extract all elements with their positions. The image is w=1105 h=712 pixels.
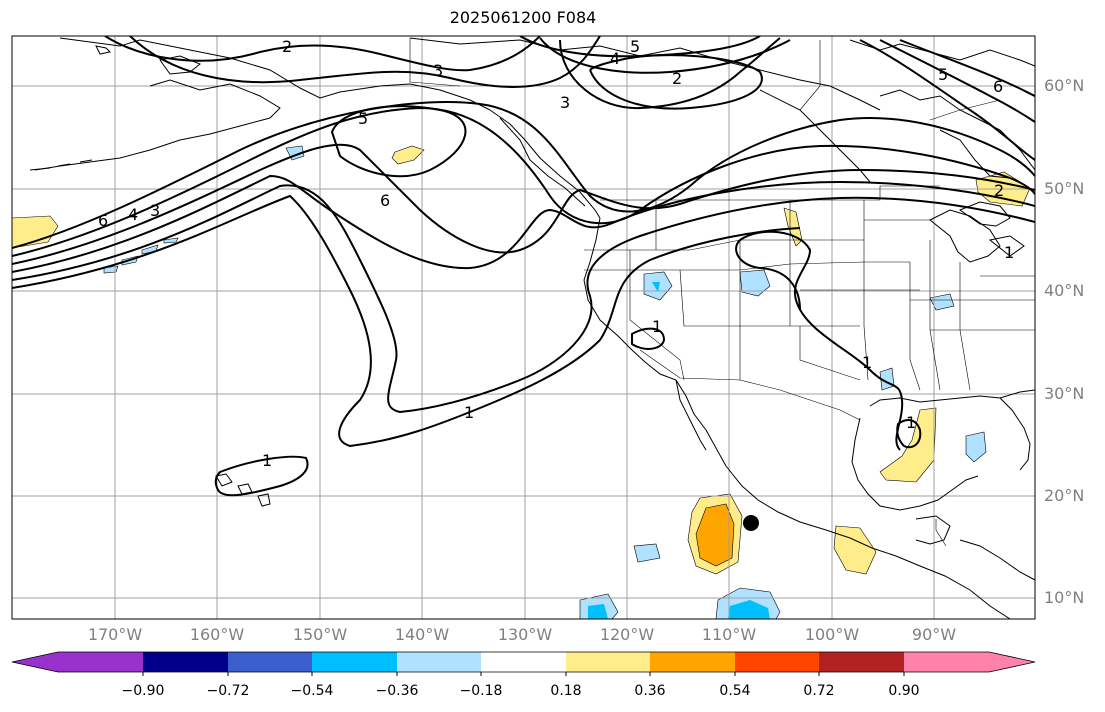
colorbar-segment [12, 652, 143, 672]
contour-label: 3 [560, 93, 570, 112]
contour-label: 2 [282, 37, 292, 56]
colorbar-outline [11, 651, 1036, 673]
colorbar-tick-label: 0.54 [719, 683, 751, 699]
longitude-label: 90°W [911, 625, 957, 644]
latitude-label: 50°N [1044, 179, 1085, 198]
longitude-label: 100°W [804, 625, 860, 644]
contour-label: 5 [938, 65, 948, 84]
colorbar-segment [312, 652, 397, 672]
storm-position-dot [743, 515, 759, 531]
longitude-label: 150°W [292, 625, 348, 644]
colorbar [11, 651, 1036, 676]
contour-label: 1 [862, 353, 872, 372]
colorbar-segment [904, 652, 1035, 672]
colorbar-segment [143, 652, 228, 672]
shading-lightblue-13 [163, 237, 179, 244]
contour-label-group: 2 3 5 4 5 2 3 5 6 6 4 3 6 1 1 1 1 1 2 1 [98, 37, 1014, 470]
contour-label: 5 [358, 109, 368, 128]
shading-blue-1 [652, 282, 660, 292]
shading-blue-8 [728, 600, 770, 619]
contour-label: 1 [906, 413, 916, 432]
colorbar-segment [566, 652, 650, 672]
colorbar-tick-label: −0.90 [121, 683, 165, 699]
longitude-label: 140°W [394, 625, 450, 644]
coastlines [29, 37, 1035, 619]
colorbar-tick-label: 0.90 [888, 683, 920, 699]
shading-yellow-mexico-pac [833, 525, 877, 575]
shading-yellow-gulf [879, 407, 937, 483]
colorbar-segment [650, 652, 735, 672]
contour-label: 2 [994, 181, 1004, 200]
contour-label: 2 [672, 69, 682, 88]
contour-label: 3 [433, 61, 443, 80]
map-frame [11, 35, 1036, 620]
contour-label: 3 [150, 201, 160, 220]
map-title: 2025061200 F084 [449, 8, 597, 27]
shading-lightblue-6 [633, 543, 661, 563]
longitude-label: 120°W [599, 625, 655, 644]
longitude-label: 130°W [497, 625, 553, 644]
longitude-label: 170°W [87, 625, 143, 644]
colorbar-tick-label: 0.72 [803, 683, 835, 699]
contour-label: 4 [128, 205, 138, 224]
colorbar-segment [397, 652, 481, 672]
latitude-label: 40°N [1044, 281, 1085, 300]
contour-label: 1 [262, 451, 272, 470]
colorbar-segment [228, 652, 312, 672]
shading-blue-7 [588, 604, 608, 619]
colorbar-segment [481, 652, 566, 672]
shading-yellow-west [12, 215, 59, 249]
colorbar-tick-label: −0.54 [290, 683, 334, 699]
contour-label: 6 [993, 77, 1003, 96]
contour-label: 6 [98, 211, 108, 230]
longitude-label: 160°W [189, 625, 245, 644]
colorbar-tick-label: 0.36 [634, 683, 666, 699]
colorbar-tick-label: −0.18 [459, 683, 503, 699]
graticule [12, 36, 1035, 619]
contour-label: 5 [630, 37, 640, 56]
contour-label: 6 [380, 191, 390, 210]
map-background [12, 36, 1035, 619]
contour-label: 1 [1004, 243, 1014, 262]
colorbar-segment [735, 652, 819, 672]
shading-yellow-wyoming [783, 207, 803, 247]
contour-label: 4 [610, 49, 620, 68]
latitude-label: 10°N [1044, 588, 1085, 607]
latitude-label: 30°N [1044, 384, 1085, 403]
contour-lines [12, 36, 1035, 497]
contour-label: 1 [652, 317, 662, 336]
colorbar-tick-label: 0.18 [550, 683, 582, 699]
contour-label: 1 [464, 403, 474, 422]
longitude-label: 110°W [701, 625, 757, 644]
colorbar-tick-label: −0.36 [375, 683, 419, 699]
shading-yellow-gulf-alaska [391, 145, 425, 165]
shading-lightblue-5 [965, 431, 987, 463]
colorbar-segment [819, 652, 904, 672]
shading-orange-storm [695, 503, 735, 567]
colorbar-tick-label: −0.72 [206, 683, 250, 699]
latitude-label: 20°N [1044, 486, 1085, 505]
latitude-label: 60°N [1044, 76, 1085, 95]
